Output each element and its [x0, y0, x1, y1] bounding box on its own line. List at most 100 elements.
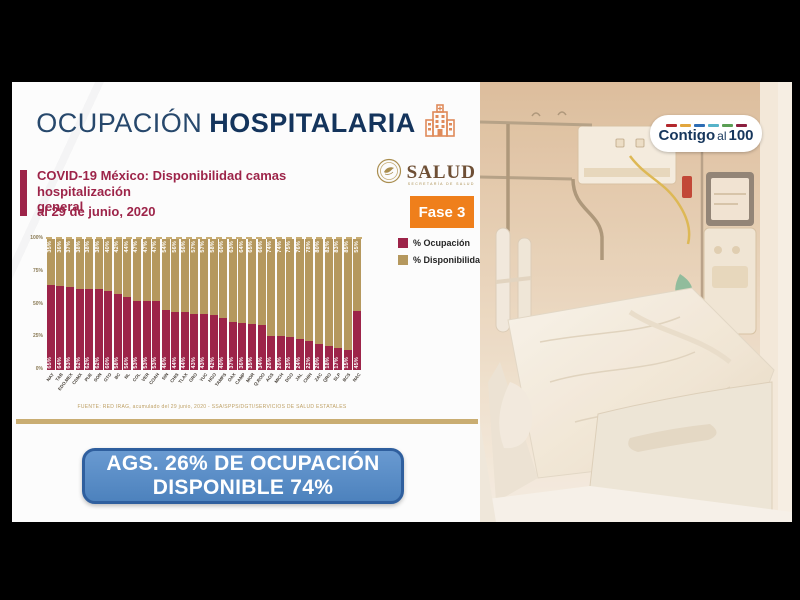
logo-color-dashes: [665, 124, 747, 127]
bar-TLAX: 56% 44% TLAX: [178, 239, 190, 384]
x-axis-label: GRO: [188, 372, 199, 384]
hospital-room-illustration: [480, 82, 792, 522]
legend-item-disponibilidad: % Disponibilidad: [398, 255, 480, 265]
occupation-value-label: 37%: [229, 357, 236, 369]
x-axis-label: COL: [131, 372, 141, 383]
contigo-text: Contigo al 100: [658, 128, 753, 143]
bar-HGO: 58% 42% HGO: [207, 239, 219, 383]
bottom-divider: [16, 419, 478, 424]
bar-COAH: 47% 53% COAH: [148, 239, 161, 386]
availability-value-label: 35%: [47, 241, 54, 253]
occupation-value-label: 36%: [238, 357, 245, 369]
bar-AGS: 74% 26% AGS: [265, 239, 276, 383]
ocupacion-swatch: [398, 238, 408, 248]
bar-NAY: 35% 65% NAY: [45, 239, 56, 382]
occupation-value-label: 18%: [324, 357, 331, 369]
x-axis-label: NAY: [45, 372, 55, 383]
title-word-hospitalaria: HOSPITALARIA: [209, 108, 416, 138]
bar-SON: 38% 62% SON: [93, 239, 104, 383]
bar-GTO: 40% 60% GTO: [102, 239, 113, 383]
logo-dash: [707, 124, 719, 127]
bar-plot: 100% 75% 50% 25% 0% 35% 65% NAY 36% 64% TAB 37…: [30, 235, 363, 391]
availability-value-label: 76%: [296, 241, 303, 253]
occupation-value-label: 20%: [315, 357, 322, 369]
occupation-value-label: 56%: [123, 357, 130, 369]
bar-CDMX: 38% 62% CDMX: [71, 239, 85, 386]
banner-line1: AGS. 26% DE OCUPACIÓN: [106, 451, 380, 475]
occupation-value-label: 65%: [47, 357, 54, 369]
availability-value-label: 40%: [104, 241, 111, 253]
y-tick: 75%: [32, 268, 43, 274]
occupation-value-label: 43%: [190, 357, 197, 369]
bar-JAL: 76% 24% JAL: [295, 239, 305, 382]
availability-value-label: 63%: [229, 241, 236, 253]
availability-value-label: 47%: [133, 241, 140, 253]
legend-label: % Ocupación: [413, 238, 471, 248]
bar-GRO: 57% 43% GRO: [188, 239, 200, 383]
page-title: OCUPACIÓN HOSPITALARIA: [12, 104, 480, 143]
salud-logo: SALUD SECRETARÍA DE SALUD: [326, 158, 476, 192]
x-axis-label: SLP: [332, 372, 343, 382]
contigo-al: al: [717, 128, 727, 143]
availability-value-label: 80%: [315, 241, 322, 253]
occupation-value-label: 44%: [181, 357, 188, 369]
hospital-building-icon: [424, 104, 456, 143]
logo-dash: [679, 124, 691, 127]
occupation-value-label: 62%: [94, 357, 101, 369]
chart-legend: % Ocupación % Disponibilidad: [398, 238, 480, 272]
occupation-value-label: 15%: [343, 357, 350, 369]
bar-BC: 42% 58% BC: [113, 239, 123, 380]
bar-EDO.MEX: 37% 63% EDO.MEX: [57, 239, 75, 391]
bar-MICH: 74% 26% MICH: [274, 239, 286, 384]
occupation-value-label: 58%: [114, 357, 121, 369]
bar-SLP: 83% 17% SLP: [333, 239, 343, 382]
occupation-value-label: 53%: [152, 357, 159, 369]
contigo-word: Contigo: [658, 126, 716, 144]
availability-value-label: 37%: [66, 241, 73, 253]
occupation-value-label: 24%: [296, 357, 303, 369]
y-tick: 100%: [30, 235, 43, 241]
y-tick: 0%: [35, 366, 43, 372]
availability-value-label: 75%: [286, 241, 293, 253]
chart-subtitle: COVID-19 México: Disponibilidad camas ho…: [37, 168, 367, 215]
bar-CHIS: 56% 44% CHIS: [169, 239, 181, 384]
availability-value-label: 64%: [238, 241, 245, 253]
availability-value-label: 38%: [75, 241, 82, 253]
logo-dash: [693, 124, 705, 127]
occupation-value-label: 40%: [219, 357, 226, 369]
availability-value-label: 42%: [114, 241, 121, 253]
salud-subtext: SECRETARÍA DE SALUD: [407, 181, 475, 186]
salud-wordmark: SALUD: [406, 161, 476, 183]
logo-dash: [665, 124, 677, 127]
occupation-value-label: 25%: [286, 357, 293, 369]
subtitle-accent-bar: [20, 170, 27, 216]
bar-ZAC: 80% 20% ZAC: [313, 239, 324, 382]
x-axis-label: YUC: [198, 372, 208, 383]
bar-QRO: 82% 18% QRO: [322, 239, 334, 383]
occupation-value-label: 34%: [257, 357, 264, 369]
bar-NAC: 55% 45% NAC: [351, 239, 363, 383]
availability-value-label: 44%: [123, 241, 130, 253]
contigo-100: 100: [728, 126, 754, 144]
x-axis-label: GTO: [102, 372, 113, 383]
occupation-value-label: 64%: [56, 357, 63, 369]
availability-value-label: 85%: [343, 241, 350, 253]
x-axis-label: SON: [92, 372, 103, 383]
bar-SIN: 54% 46% SIN: [161, 239, 171, 381]
occupation-value-label: 53%: [142, 357, 149, 369]
legend-item-ocupacion: % Ocupación: [398, 238, 480, 248]
availability-value-label: 36%: [56, 241, 63, 253]
slide-panel: OCUPACIÓN HOSPITALARIA: [12, 82, 480, 522]
bar-YUC: 57% 43% YUC: [198, 239, 209, 383]
title-word-ocupacion: OCUPACIÓN: [36, 108, 203, 138]
bar-CAMP: 64% 36% CAMP: [234, 239, 248, 386]
y-tick: 50%: [32, 301, 43, 307]
x-axis-label: ZAC: [313, 372, 323, 383]
availability-value-label: 66%: [257, 241, 264, 253]
availability-value-label: 56%: [181, 241, 188, 253]
occupation-value-label: 53%: [133, 357, 140, 369]
logo-dash: [721, 124, 733, 127]
bar-TAMPS: 60% 40% TAMPS: [214, 239, 228, 387]
bar-VER: 47% 53% VER: [141, 239, 152, 382]
availability-value-label: 83%: [334, 241, 341, 253]
